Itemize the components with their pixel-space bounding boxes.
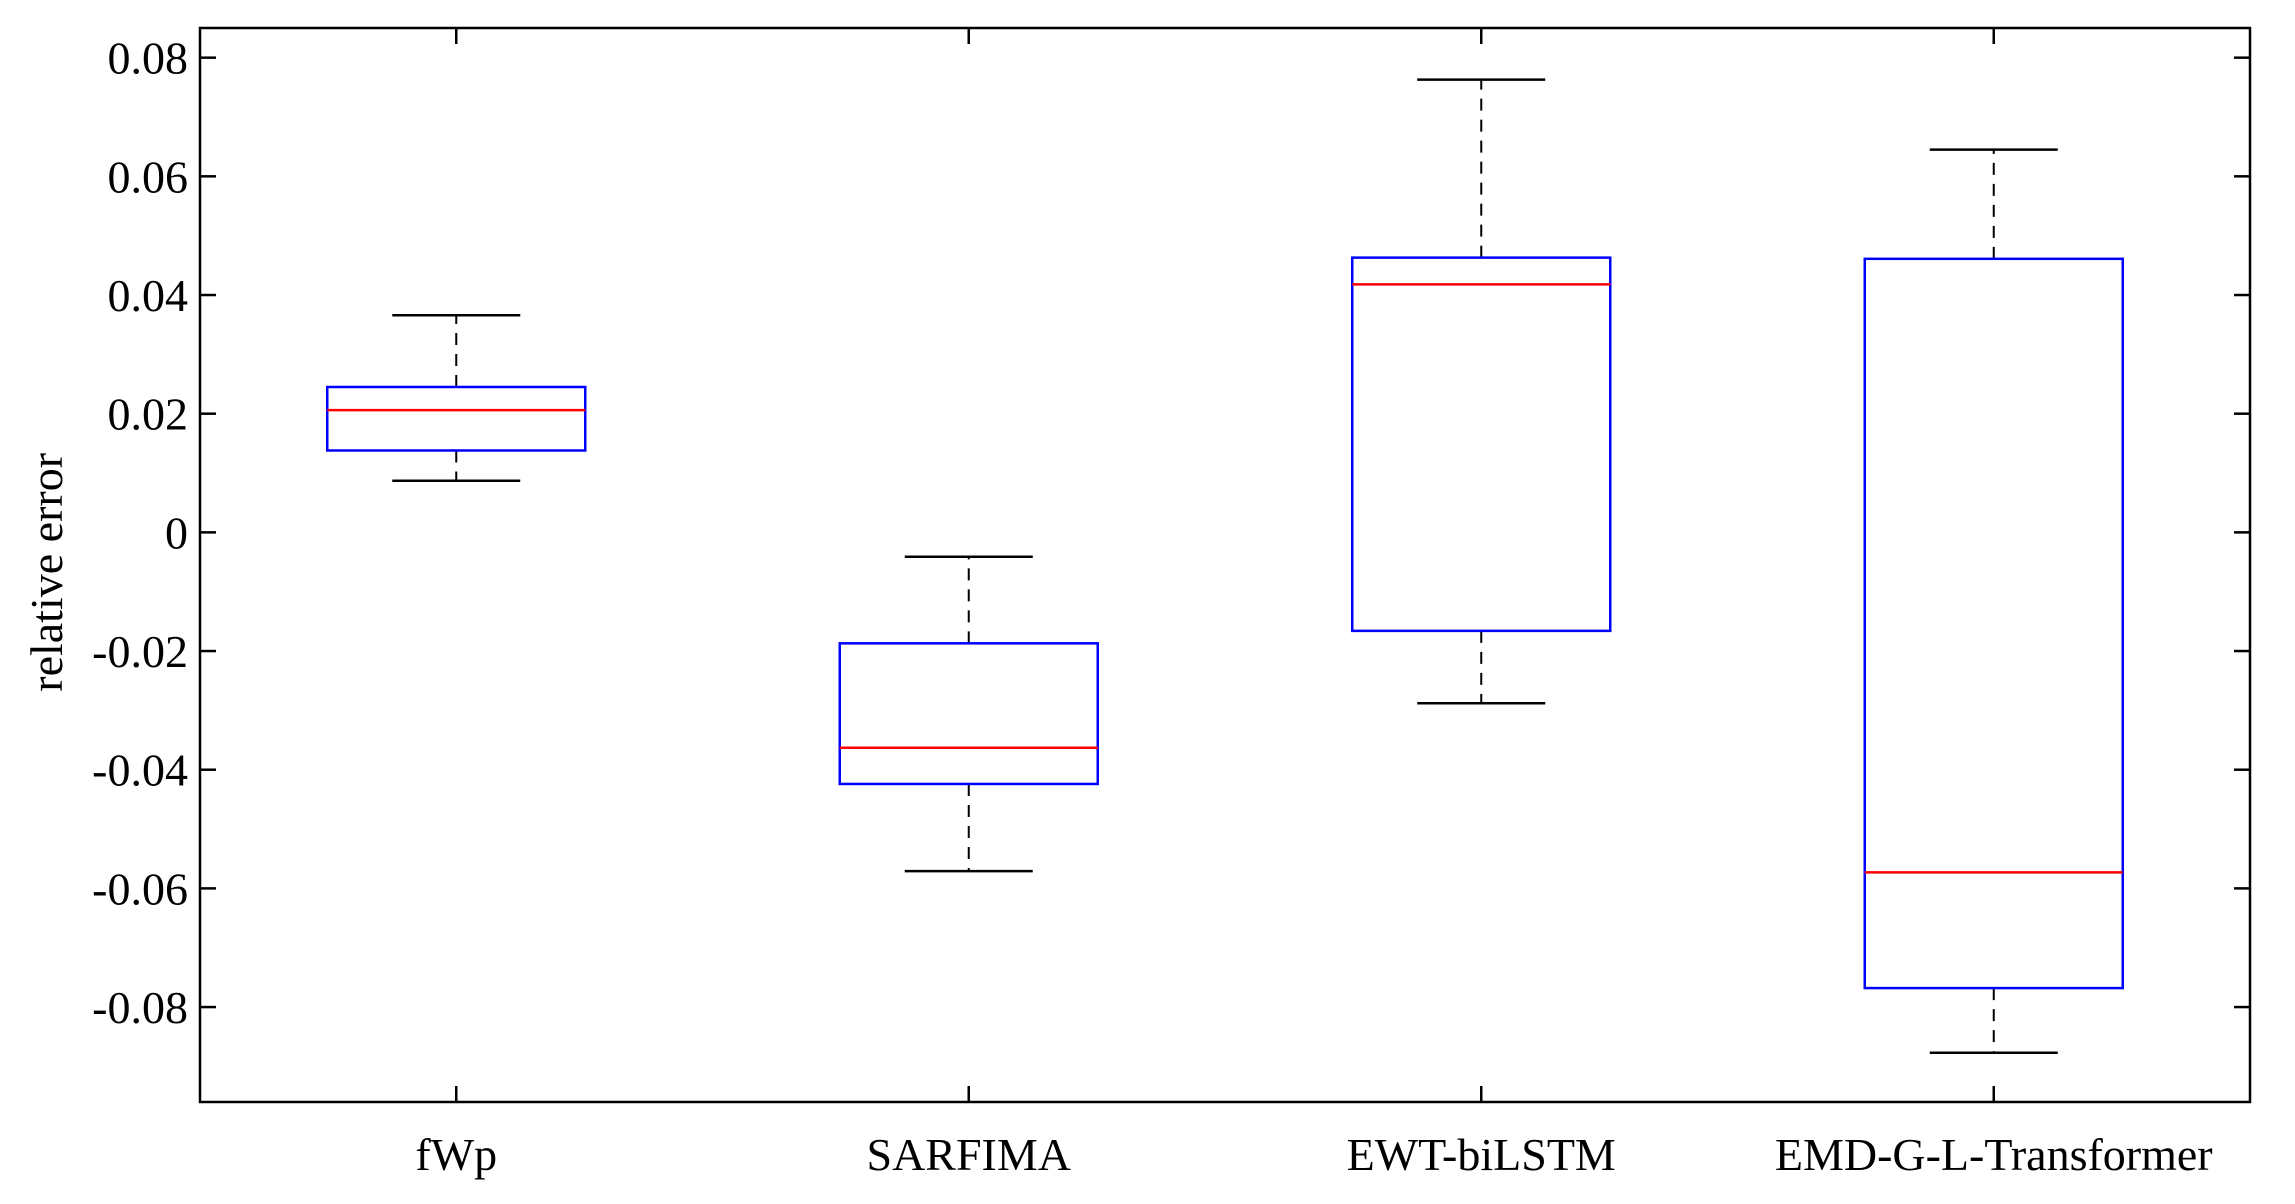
y-axis-label: relative error (21, 453, 72, 692)
y-tick-label: -0.04 (92, 745, 188, 796)
y-tick-label: 0 (165, 507, 188, 558)
iqr-box (838, 642, 1099, 786)
y-tick-label: -0.08 (92, 982, 188, 1033)
iqr-box (326, 385, 587, 452)
x-tick-label: EMD-G-L-Transformer (1775, 1129, 2213, 1180)
x-tick-label: EWT-biLSTM (1347, 1129, 1616, 1180)
y-tick-label: -0.02 (92, 626, 188, 677)
box-2 (838, 555, 1099, 873)
y-tick-label: 0.04 (108, 270, 189, 321)
plot-area-frame (198, 26, 2252, 1104)
x-tick-label: fWp (415, 1129, 497, 1180)
y-tick-label: 0.06 (108, 151, 189, 202)
box-1 (326, 313, 587, 482)
box-4 (1863, 148, 2124, 1055)
box-3 (1351, 78, 1612, 705)
iqr-box (1351, 256, 1612, 633)
y-tick-label: 0.08 (108, 33, 189, 84)
x-tick-label: SARFIMA (866, 1129, 1071, 1180)
iqr-box (1863, 257, 2124, 990)
boxes-group (326, 78, 2124, 1055)
ticks-group: -0.08 -0.06 -0.04 -0.02 0 0.02 0.04 0.06 0.08 fWp… (92, 28, 2250, 1180)
y-tick-label: 0.02 (108, 389, 189, 440)
y-tick-label: -0.06 (92, 863, 188, 914)
